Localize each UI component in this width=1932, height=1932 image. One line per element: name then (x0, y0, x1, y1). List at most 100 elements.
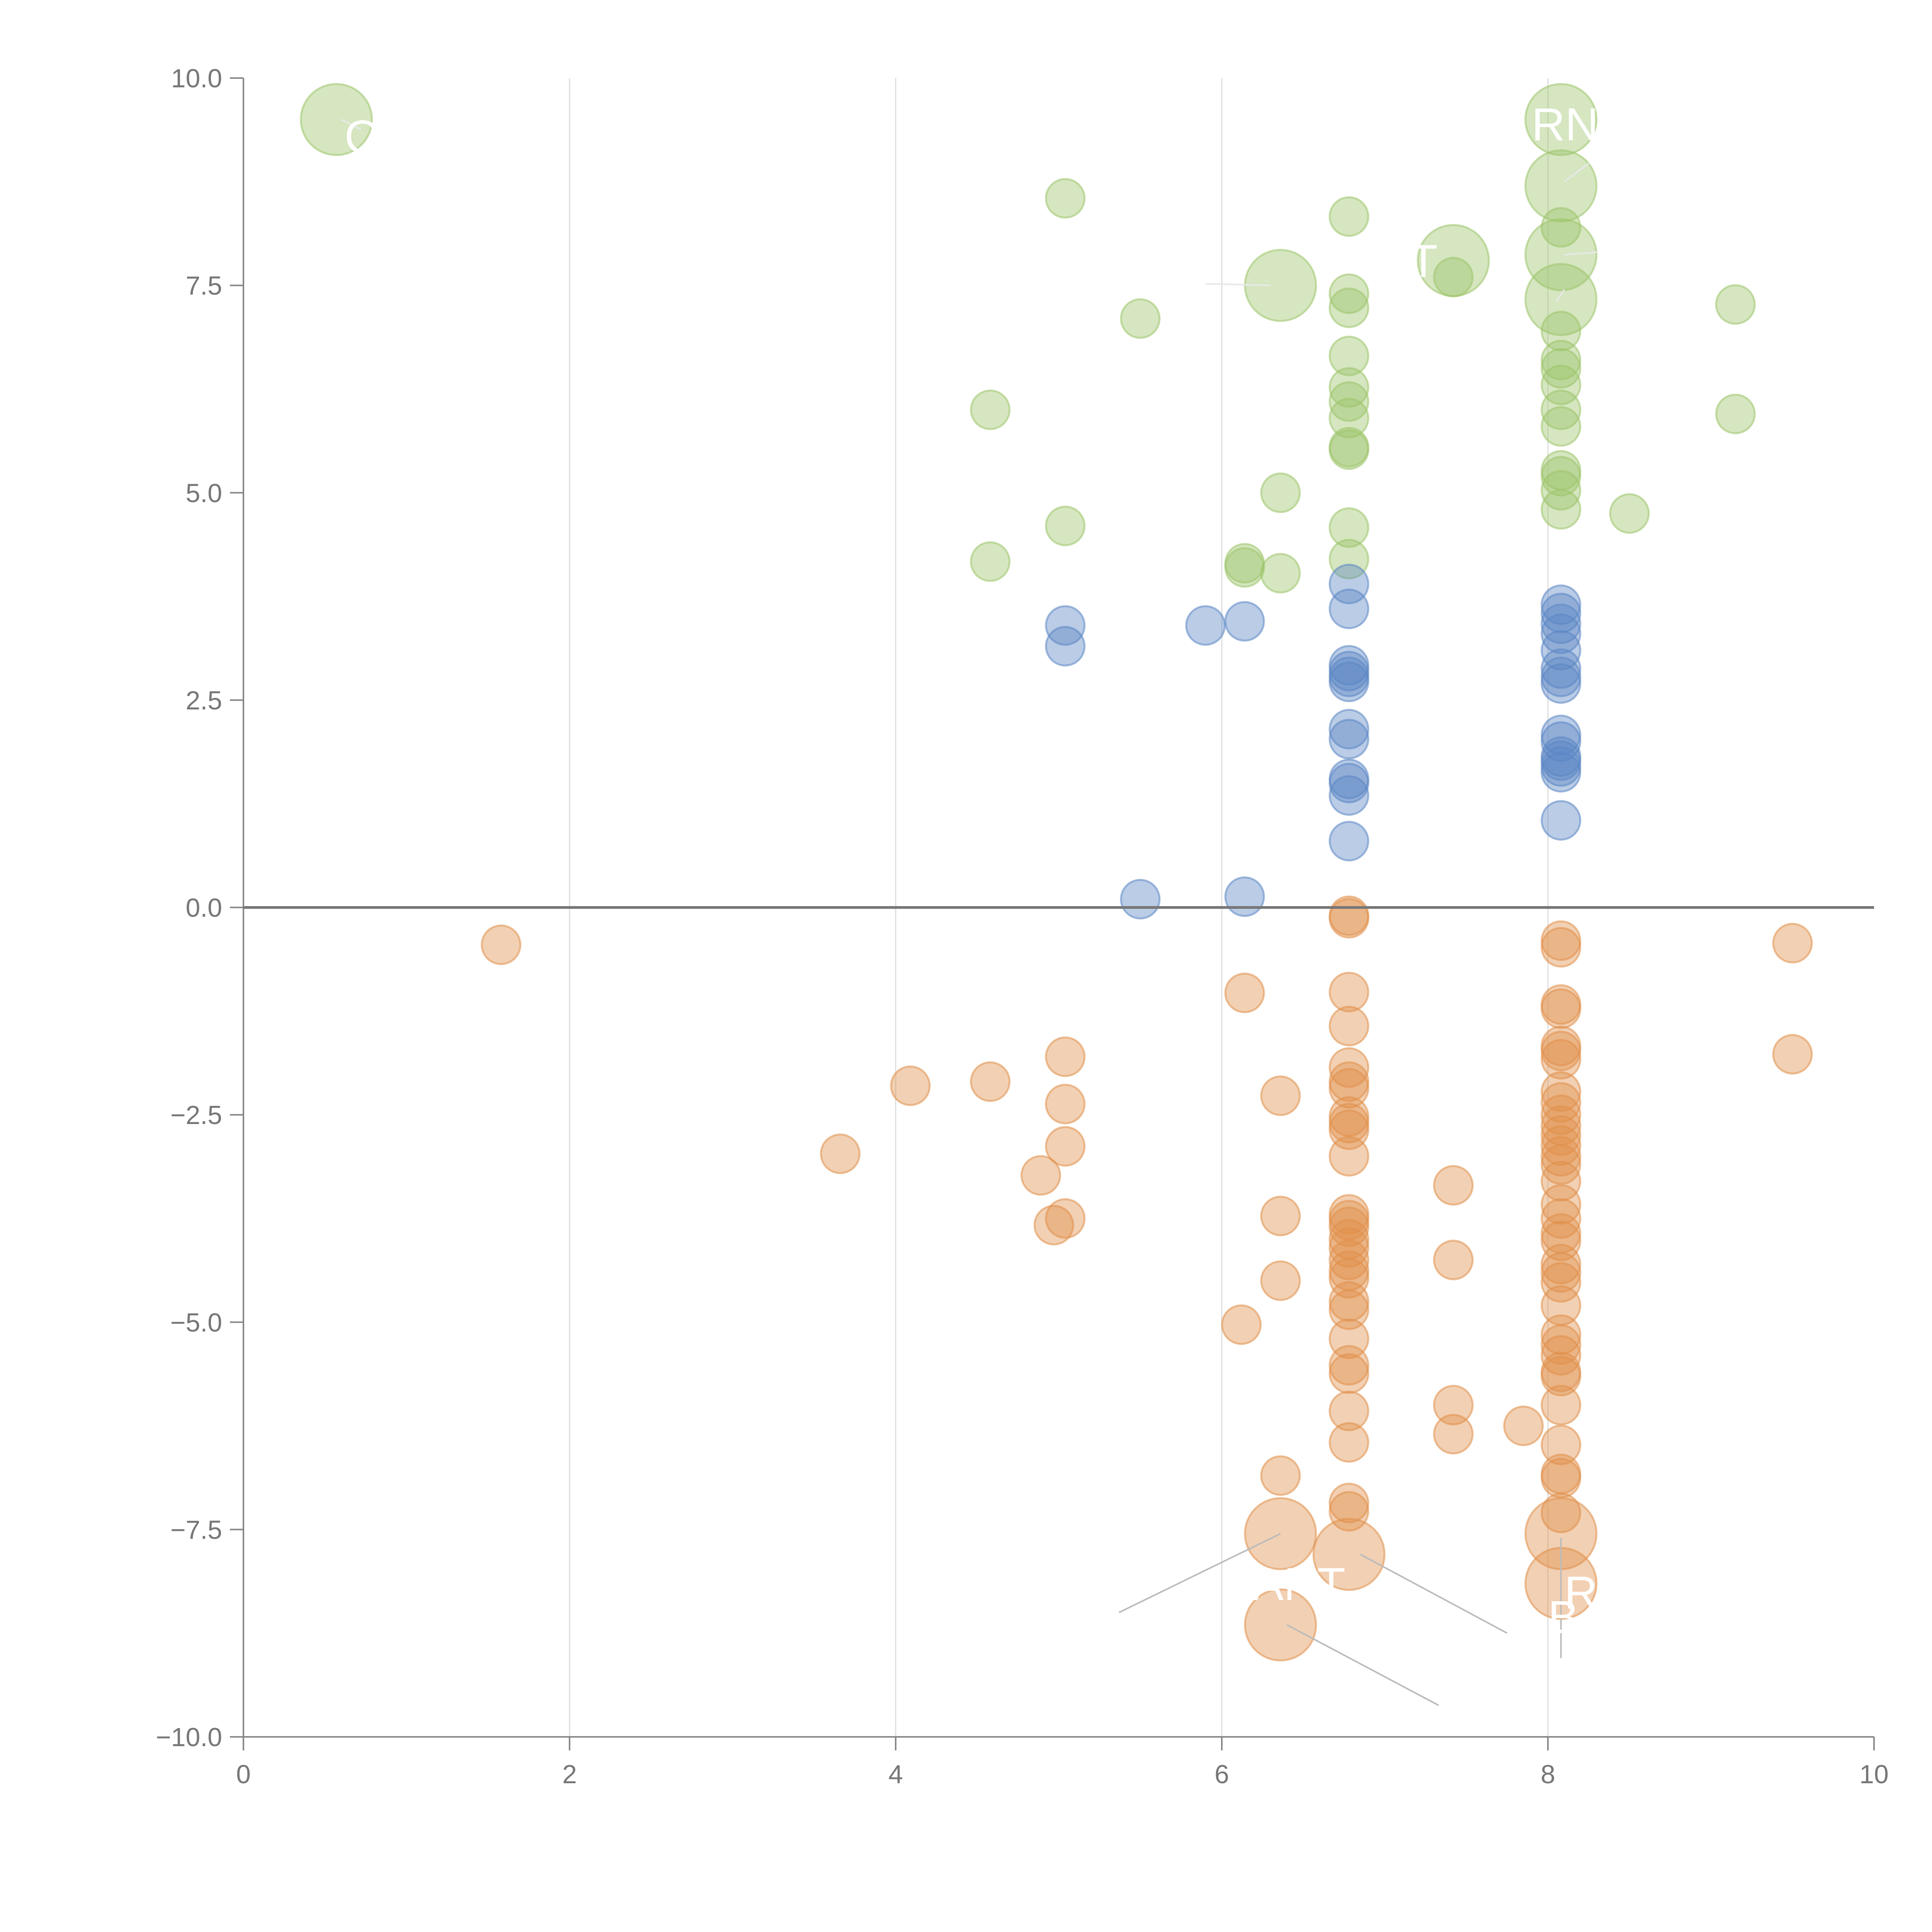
data-point-green (1609, 493, 1650, 534)
data-point-green (1541, 389, 1582, 430)
data-point-orange (1541, 988, 1582, 1029)
annotation-leader-line (1360, 1554, 1508, 1634)
data-point-blue (1224, 601, 1265, 642)
data-point-orange (1541, 1262, 1582, 1303)
data-point-blue (1541, 800, 1582, 841)
data-point-orange (1045, 1198, 1086, 1239)
annotation-leader-line (1555, 289, 1565, 303)
data-point-orange (1328, 1047, 1369, 1088)
data-point-blue (1328, 763, 1369, 804)
data-point-orange (1541, 1184, 1582, 1225)
data-point-orange (1541, 1252, 1582, 1293)
y-tick-label: −10.0 (156, 1723, 222, 1752)
data-point-orange (1045, 1083, 1086, 1124)
data-point-orange (1328, 1227, 1369, 1268)
data-point-green (1224, 547, 1265, 588)
data-point-orange (1260, 1075, 1301, 1116)
data-point-orange (1541, 1161, 1582, 1202)
annotations: O RND T T - SANT RB (341, 99, 1759, 1706)
data-point-orange (1328, 1345, 1369, 1386)
data-point-blue (1328, 588, 1369, 629)
data-point-blue (1541, 752, 1582, 793)
data-point-green (1541, 406, 1582, 447)
data-point-orange (1541, 1335, 1582, 1376)
annotation-label: RND (1532, 99, 1632, 150)
data-point-orange (1045, 1126, 1086, 1167)
data-point-orange (1541, 1039, 1582, 1080)
data-point-orange (1541, 927, 1582, 968)
axes: 10.0 7.5 5.0 2.5 0.0 −2.5 −5.0 −7.5 −10.0 0 2 4 6 8 10 (156, 64, 1889, 1789)
data-point-orange (1312, 1518, 1386, 1591)
data-point-orange (1772, 1034, 1813, 1075)
data-point-blue (1541, 613, 1582, 654)
y-tick-label: 7.5 (185, 271, 222, 301)
data-point-green (300, 83, 373, 156)
data-point-green (1260, 472, 1301, 513)
data-point-green (1260, 553, 1301, 594)
data-point-blue (1224, 876, 1265, 917)
data-points (300, 83, 1813, 1662)
y-tick-label: −5.0 (170, 1308, 222, 1337)
data-point-green (1541, 364, 1582, 405)
data-point-orange (1328, 1281, 1369, 1322)
data-point-orange (1328, 1390, 1369, 1431)
data-point-blue (1541, 648, 1582, 689)
data-point-orange (1541, 1243, 1582, 1284)
annotation-label: O (345, 111, 381, 163)
annotation-leader-line (1205, 283, 1271, 286)
data-point-orange (890, 1065, 931, 1106)
data-point-green (1524, 149, 1598, 223)
annotation-label: R (1564, 1566, 1598, 1618)
data-point-green (1328, 381, 1369, 422)
data-point-green (1328, 196, 1369, 237)
annotation-label: T (1364, 260, 1392, 312)
data-point-orange (1328, 1240, 1369, 1281)
data-point-orange (1328, 1258, 1369, 1299)
data-point-orange (1328, 1353, 1369, 1394)
data-point-green (1328, 273, 1369, 314)
data-point-orange (1541, 1384, 1582, 1425)
data-point-orange (1433, 1165, 1474, 1206)
annotation-leader-line (1119, 1533, 1281, 1613)
data-point-orange (1328, 1005, 1369, 1046)
y-tick-label: 2.5 (185, 686, 222, 715)
data-point-green (1045, 178, 1086, 219)
y-tick-label: −7.5 (170, 1515, 222, 1544)
data-point-orange (1260, 1260, 1301, 1301)
data-point-orange (1433, 1414, 1474, 1455)
y-tick-label: 5.0 (185, 478, 222, 508)
data-point-green (1328, 367, 1369, 408)
data-point-orange (1045, 1036, 1086, 1077)
data-point-orange (1541, 1220, 1582, 1261)
data-point-green (1541, 311, 1582, 352)
data-point-orange (970, 1061, 1011, 1102)
annotation-leader-line (1286, 1624, 1439, 1706)
data-point-orange (1328, 1289, 1369, 1330)
x-tick-label: 2 (562, 1760, 577, 1789)
x-tick-label: 10 (1859, 1760, 1889, 1789)
data-point-orange (1541, 1144, 1582, 1185)
data-point-orange (1433, 1384, 1474, 1425)
data-point-orange (1260, 1455, 1301, 1496)
data-point-orange (1328, 1483, 1369, 1524)
data-point-orange (1541, 1424, 1582, 1465)
data-point-orange (1541, 1071, 1582, 1112)
data-point-green (1328, 429, 1369, 470)
data-point-orange (1541, 1115, 1582, 1156)
y-tick-label: 10.0 (171, 64, 222, 93)
data-point-blue (1045, 605, 1086, 646)
data-point-green (1541, 489, 1582, 530)
data-point-blue (1045, 626, 1086, 667)
data-point-orange (1328, 1206, 1369, 1247)
data-point-orange (1503, 1405, 1544, 1446)
data-point-orange (1033, 1205, 1074, 1246)
x-tick-label: 8 (1541, 1760, 1555, 1789)
data-point-orange (481, 924, 522, 965)
data-point-blue (1185, 605, 1226, 646)
data-point-blue (1328, 821, 1369, 862)
x-tick-label: 4 (888, 1760, 903, 1789)
data-point-blue (1328, 662, 1369, 702)
data-point-orange (1244, 1588, 1317, 1662)
data-point-green (1524, 263, 1598, 336)
x-tick-label: 0 (236, 1760, 251, 1789)
